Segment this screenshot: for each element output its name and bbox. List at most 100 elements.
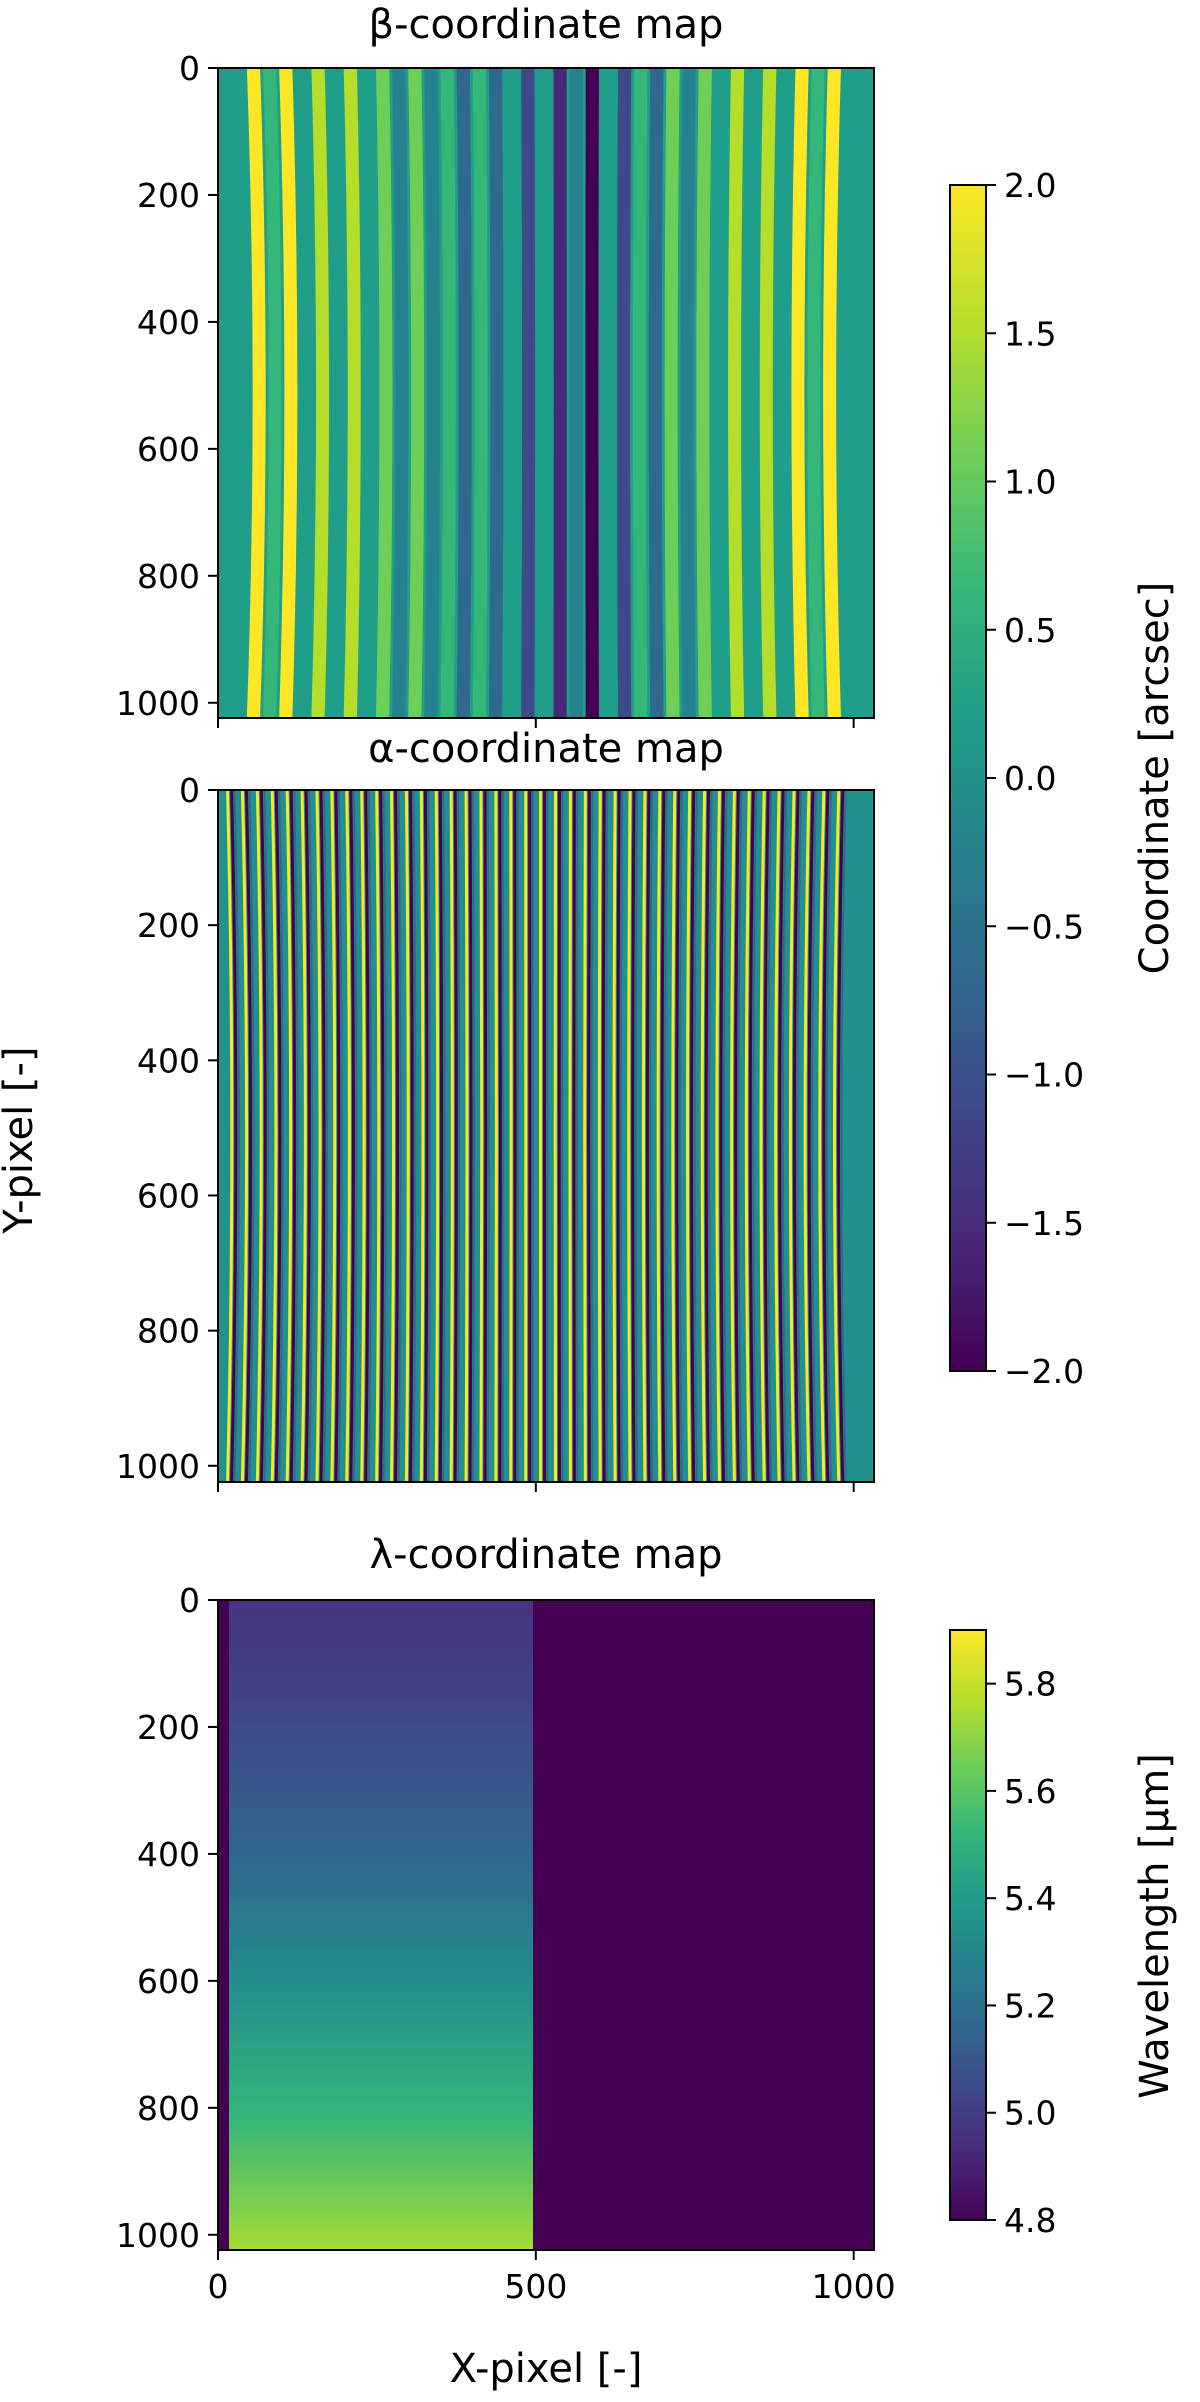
chart-title: β-coordinate map: [369, 2, 724, 48]
colorbar-tick-label: −0.5: [1004, 907, 1084, 946]
alpha-stripe-high: [270, 790, 278, 1482]
colorbar-tick-label: 1.5: [1004, 314, 1056, 353]
y-tick-label: 1000: [116, 2216, 200, 2255]
beta-stripe: [728, 68, 745, 718]
colorbar-tick-label: 5.6: [1004, 1772, 1056, 1811]
alpha-stripe-high: [494, 790, 498, 1482]
y-tick-label: 0: [179, 1581, 200, 1620]
beta-stripe: [343, 68, 361, 718]
y-tick-label: 0: [179, 771, 200, 810]
colorbar-tick-label: 5.4: [1004, 1879, 1056, 1918]
plot-frame: [217, 1599, 875, 2251]
y-axis-ticks: 0 200 400 600 800 1000: [116, 1581, 218, 2255]
alpha-stripes: [226, 790, 847, 1482]
alpha-stripe-high: [375, 790, 381, 1482]
alpha-stripe-low: [778, 790, 785, 1482]
alpha-stripe-low: [792, 790, 800, 1482]
beta-stripe: [601, 68, 616, 718]
beta-stripe: [488, 68, 504, 718]
alpha-stripe-high: [449, 790, 454, 1482]
alpha-stripe-low: [498, 790, 502, 1482]
alpha-stripe-high: [818, 790, 826, 1482]
alpha-stripe-low: [704, 790, 711, 1482]
alpha-stripe-mid: [781, 790, 788, 1482]
colorbar-tick-label: −1.5: [1004, 1204, 1084, 1243]
plot-frame: [217, 67, 875, 719]
alpha-stripe-mid: [442, 790, 446, 1482]
alpha-stripe-low: [408, 790, 414, 1482]
alpha-stripe-mid: [248, 790, 255, 1482]
alpha-stripe-low: [763, 790, 770, 1482]
alpha-stripe-low: [601, 790, 606, 1482]
beta-stripe: [392, 68, 409, 718]
alpha-stripe-mid: [664, 790, 668, 1482]
alpha-stripe-mid: [352, 790, 358, 1482]
colorbar: [949, 184, 987, 1372]
alpha-stripe-high: [715, 790, 721, 1482]
alpha-stripe-high: [803, 790, 811, 1482]
alpha-stripe-mid: [796, 790, 803, 1482]
alpha-stripe-low: [304, 790, 311, 1482]
alpha-stripe-mid: [634, 790, 639, 1482]
alpha-stripe-mid: [367, 790, 373, 1482]
alpha-stripe-low: [822, 790, 830, 1482]
alpha-stripe-low: [719, 790, 725, 1482]
beta-stripe: [775, 68, 793, 718]
alpha-stripe-high: [404, 790, 410, 1482]
alpha-stripe-mid: [840, 790, 847, 1482]
alpha-stripe-mid: [752, 790, 758, 1482]
alpha-stripe-high: [730, 790, 736, 1482]
beta-stripe: [680, 68, 696, 718]
alpha-stripe-low: [734, 790, 740, 1482]
alpha-stripe-low: [379, 790, 385, 1482]
colorbar-tick-label: 5.2: [1004, 1986, 1056, 2025]
alpha-stripe-high: [285, 790, 293, 1482]
y-tick-label: 400: [137, 1041, 200, 1080]
y-tick-label: 200: [137, 176, 200, 215]
alpha-stripe-mid: [472, 790, 476, 1482]
alpha-stripe-mid: [708, 790, 713, 1482]
colorbar-tick-label: 5.8: [1004, 1665, 1056, 1704]
alpha-stripe-high: [464, 790, 469, 1482]
alpha-stripe-low: [319, 790, 326, 1482]
colorbar-tick-label: 1.0: [1004, 463, 1056, 502]
alpha-stripe-low: [483, 790, 488, 1482]
alpha-stripe-mid: [649, 790, 653, 1482]
alpha-stripe-high: [597, 790, 602, 1482]
beta-stripe: [743, 68, 761, 718]
y-axis-ticks: 0 200 400 600 800 1000: [116, 771, 218, 1486]
alpha-stripe-mid: [322, 790, 329, 1482]
alpha-stripe-high: [360, 790, 366, 1482]
colorbar-tick-label: −1.0: [1004, 1056, 1084, 1095]
y-tick-label: 200: [137, 906, 200, 945]
alpha-stripe-low: [807, 790, 815, 1482]
alpha-stripe-low: [244, 790, 253, 1482]
alpha-stripe-mid: [427, 790, 431, 1482]
colorbar-tick-label: 5.0: [1004, 2094, 1056, 2133]
alpha-stripe-low: [438, 790, 444, 1482]
alpha-stripe-high: [226, 790, 234, 1482]
beta-stripes: [230, 68, 858, 718]
y-tick-label: 800: [137, 2089, 200, 2128]
alpha-stripe-low: [631, 790, 636, 1482]
alpha-stripe-high: [656, 790, 662, 1482]
alpha-stripe-high: [833, 790, 841, 1482]
alpha-stripe-low: [616, 790, 621, 1482]
beta-stripe: [521, 68, 536, 718]
beta-stripe: [505, 68, 520, 718]
alpha-stripe-high: [255, 790, 263, 1482]
beta-stripe: [375, 68, 393, 718]
y-tick-label: 600: [137, 1176, 200, 1215]
alpha-stripe-low: [675, 790, 681, 1482]
colorbar-tick-label: 0.0: [1004, 759, 1056, 798]
alpha-stripe-mid: [457, 790, 461, 1482]
alpha-stripe-mid: [397, 790, 402, 1482]
colorbar-tick-label: −2.0: [1004, 1352, 1084, 1391]
beta-stripe: [807, 68, 825, 718]
alpha-stripe-high: [479, 790, 484, 1482]
colorbar-label: Coordinate [arcsec]: [1132, 582, 1178, 975]
x-tick-label: 500: [504, 2267, 567, 2306]
alpha-stripe-mid: [737, 790, 743, 1482]
beta-stripe: [759, 68, 777, 718]
y-tick-label: 0: [179, 49, 200, 88]
